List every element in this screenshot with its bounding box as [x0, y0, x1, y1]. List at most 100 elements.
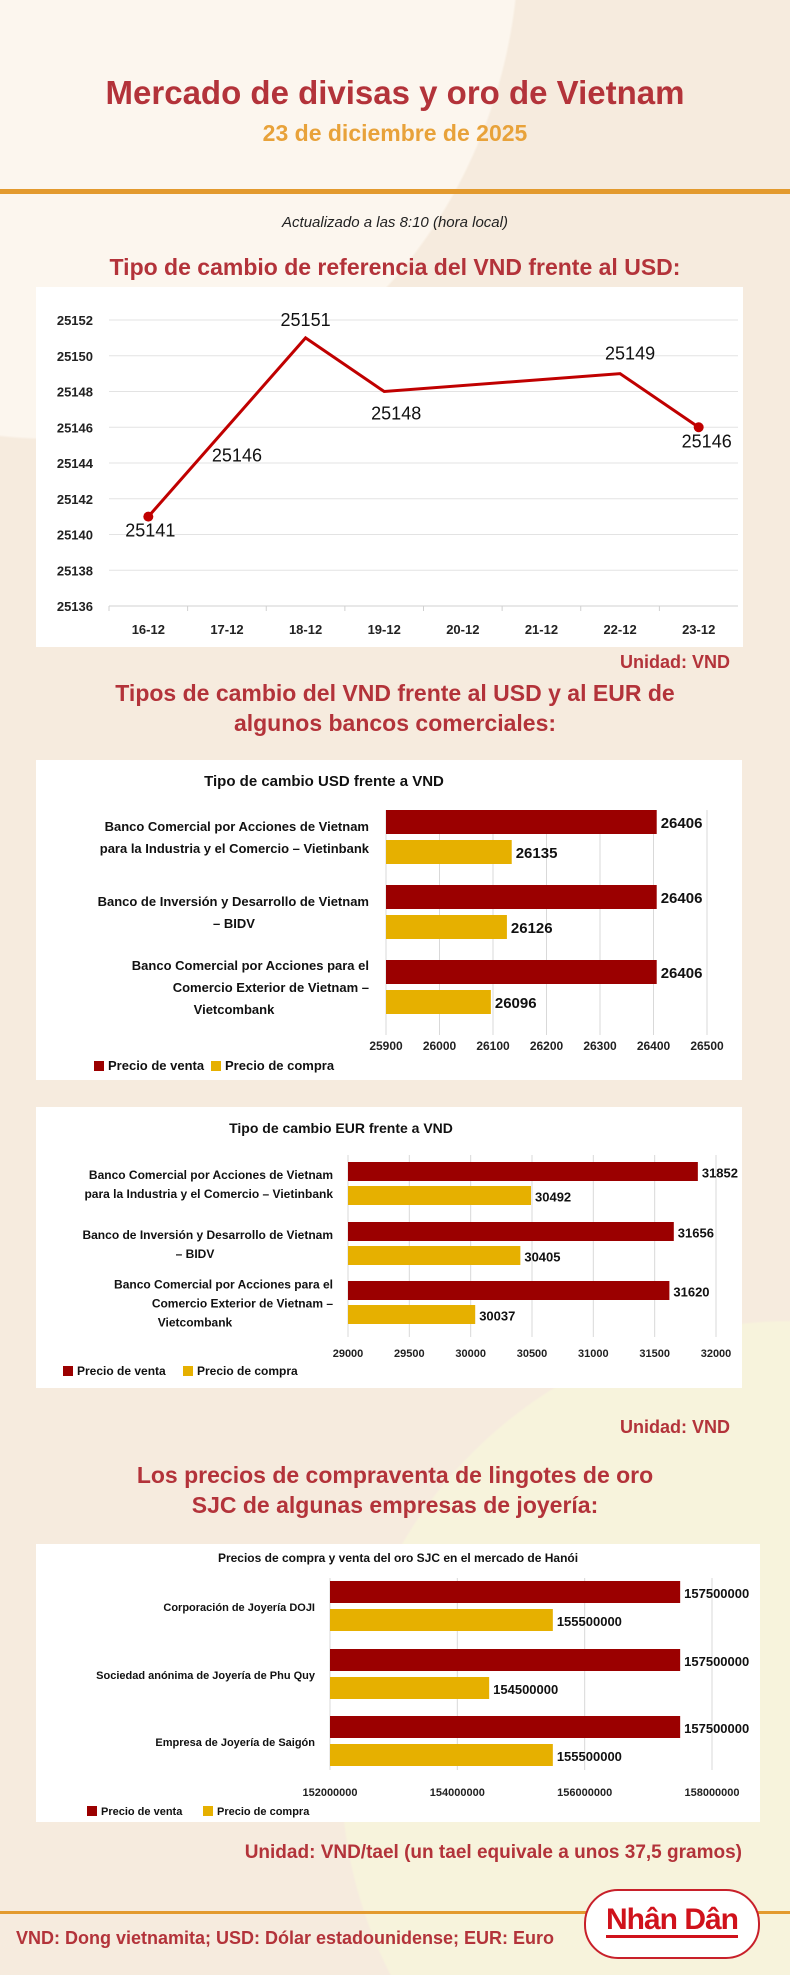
nhan-dan-logo[interactable]: Nhân Dân [584, 1889, 760, 1959]
sell-bar [330, 1581, 681, 1603]
category-label: – BIDV [213, 916, 255, 931]
y-tick-label: 25144 [57, 456, 94, 471]
sell-bar [386, 960, 657, 984]
reference-rate-line-chart: 25136 25138 25140 25142 25144 25146 25148 25150… [57, 310, 738, 637]
y-tick-label: 25136 [57, 599, 93, 614]
category-label: Vietcombank [158, 1316, 233, 1330]
x-tick-label: 158000000 [684, 1787, 739, 1799]
x-tick-label: 26300 [583, 1039, 617, 1053]
bar-value-label: 30492 [535, 1190, 571, 1205]
bar-value-label: 31852 [702, 1166, 738, 1181]
bar-value-label: 26126 [511, 920, 553, 937]
bar-value-label: 26406 [661, 815, 703, 832]
legend-sell-swatch [94, 1061, 104, 1071]
data-point-marker [693, 422, 704, 433]
category-label: Corporación de Joyería DOJI [163, 1602, 315, 1614]
gold-unit: Unidad: VND/tael (un tael equivale a uno… [244, 1842, 742, 1863]
legend-buy-swatch [203, 1806, 213, 1816]
category-label: Banco Comercial por Acciones para el [114, 1278, 333, 1292]
legend-sell-swatch [63, 1366, 73, 1376]
buy-bar [348, 1305, 476, 1324]
x-tick-label: 20-12 [446, 622, 479, 637]
eur-bar-chart: Tipo de cambio EUR frente a VND 29000 2950… [63, 1120, 738, 1378]
category-label: para la Industria y el Comercio – Vietin… [84, 1187, 333, 1201]
category-label: Comercio Exterior de Vietnam – [152, 1297, 334, 1311]
bar-value-label: 26096 [495, 995, 537, 1012]
chart-title: Tipo de cambio USD frente a VND [204, 773, 444, 790]
buy-bar [330, 1677, 490, 1699]
data-label: 25146 [212, 445, 262, 465]
legend-label: Precio de venta [77, 1364, 166, 1378]
reference-rate-chart: 25136 25138 25140 25142 25144 25146 25148 25150… [36, 287, 743, 647]
sell-bar [330, 1649, 681, 1671]
gold-bar-chart: Precios de compra y venta del oro SJC en… [87, 1551, 749, 1818]
bar-value-label: 30037 [479, 1309, 515, 1324]
x-tick-label: 21-12 [525, 622, 558, 637]
chart-title: Precios de compra y venta del oro SJC en… [218, 1551, 578, 1565]
buy-bar [348, 1246, 521, 1265]
bar-value-label: 157500000 [684, 1721, 749, 1736]
buy-bar [386, 915, 507, 939]
data-label: 25149 [605, 344, 655, 364]
bar-value-label: 157500000 [684, 1654, 749, 1669]
gold-price-chart: Precios de compra y venta del oro SJC en… [36, 1544, 760, 1822]
data-label: 25146 [682, 431, 732, 451]
eur-rate-chart: Tipo de cambio EUR frente a VND 29000 2950… [36, 1107, 742, 1388]
data-point-marker [143, 511, 154, 522]
logo-text: Nhân Dân [605, 1903, 739, 1938]
category-label: Banco Comercial por Acciones para el [132, 958, 369, 973]
category-label: Banco Comercial por Acciones de Vietnam [105, 819, 369, 834]
bar-value-label: 31620 [673, 1285, 709, 1300]
x-tick-label: 16-12 [132, 622, 165, 637]
legend-label: Precio de venta [101, 1806, 183, 1818]
data-label: 25148 [371, 404, 421, 424]
category-label: Empresa de Joyería de Saigón [155, 1737, 315, 1749]
x-tick-label: 26100 [476, 1039, 510, 1053]
usd-rate-chart: Tipo de cambio USD frente a VND 25900 2600… [36, 760, 742, 1080]
bar-value-label: 155500000 [557, 1749, 622, 1764]
legend-sell-swatch [87, 1806, 97, 1816]
page-title: Mercado de divisas y oro de Vietnam [105, 74, 685, 111]
x-tick-label: 32000 [701, 1348, 732, 1360]
sell-bar [386, 810, 657, 834]
legend-label: Precio de compra [225, 1058, 335, 1073]
bar-value-label: 155500000 [557, 1614, 622, 1629]
bar-value-label: 157500000 [684, 1586, 749, 1601]
banks-title-line2: algunos bancos comerciales: [233, 710, 557, 736]
legend-label: Precio de compra [197, 1364, 298, 1378]
category-label: – BIDV [176, 1247, 215, 1261]
x-tick-label: 18-12 [289, 622, 322, 637]
category-label: Banco de Inversión y Desarrollo de Vietn… [98, 894, 369, 909]
data-label: 25151 [281, 310, 331, 330]
data-label: 25141 [125, 521, 175, 541]
x-tick-label: 30000 [455, 1348, 486, 1360]
bar-value-label: 26135 [516, 845, 558, 862]
bar-value-label: 154500000 [493, 1682, 558, 1697]
buy-bar [348, 1186, 532, 1205]
x-tick-label: 26500 [690, 1039, 724, 1053]
y-tick-label: 25152 [57, 313, 93, 328]
x-tick-label: 26000 [423, 1039, 457, 1053]
bar-value-label: 31656 [678, 1226, 714, 1241]
banks-unit: Unidad: VND [620, 1417, 730, 1437]
x-tick-label: 22-12 [603, 622, 636, 637]
gold-title-line1: Los precios de compraventa de lingotes d… [136, 1462, 654, 1488]
bar-value-label: 26406 [661, 890, 703, 907]
legend-label: Precio de compra [217, 1806, 310, 1818]
x-tick-label: 152000000 [302, 1787, 357, 1799]
x-tick-label: 29000 [333, 1348, 364, 1360]
x-tick-label: 31500 [639, 1348, 670, 1360]
x-tick-label: 23-12 [682, 622, 715, 637]
category-label: Vietcombank [194, 1002, 275, 1017]
buy-bar [330, 1609, 553, 1631]
legend-label: Precio de venta [108, 1058, 205, 1073]
series-line [147, 335, 700, 518]
category-label: para la Industria y el Comercio – Vietin… [100, 841, 370, 856]
chart-title: Tipo de cambio EUR frente a VND [229, 1120, 453, 1136]
usd-bar-chart: Tipo de cambio USD frente a VND 25900 2600… [94, 773, 724, 1073]
footer-divider [0, 1911, 790, 1914]
sell-bar [386, 885, 657, 909]
x-tick-label: 26200 [530, 1039, 564, 1053]
bar-value-label: 30405 [524, 1250, 560, 1265]
x-tick-label: 29500 [394, 1348, 425, 1360]
